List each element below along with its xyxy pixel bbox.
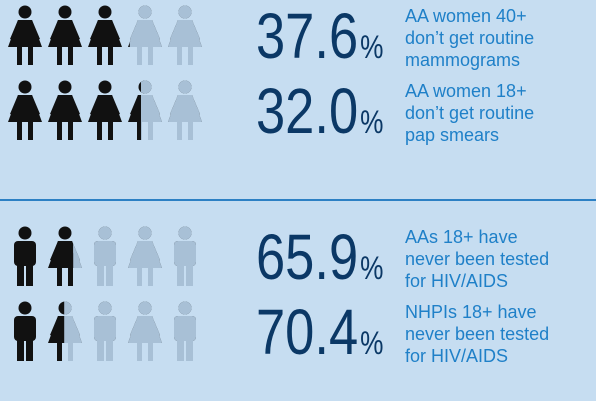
person-icon — [14, 301, 36, 361]
stat-description: for HIV/AIDS — [405, 346, 508, 366]
person-icon — [174, 226, 196, 286]
person-icon — [8, 5, 42, 65]
person-icon — [88, 5, 122, 65]
person-icon — [14, 226, 36, 286]
stat-description: don’t get routine — [405, 28, 534, 48]
person-icon — [128, 301, 162, 361]
pictogram-share — [73, 226, 196, 286]
person-icon — [168, 5, 202, 65]
stat-description: never been tested — [405, 249, 549, 269]
stat-value: 65.9 — [256, 222, 358, 293]
person-icon — [88, 80, 122, 140]
stat-description: mammograms — [405, 50, 520, 70]
stat-description: NHPIs 18+ have — [405, 302, 537, 322]
person-icon — [94, 226, 116, 286]
stat-description: pap smears — [405, 125, 499, 145]
stat-value: 32.0 — [256, 76, 358, 147]
stat-unit: % — [360, 31, 383, 66]
person-icon — [94, 301, 116, 361]
person-icon — [168, 80, 202, 140]
stat-unit: % — [360, 106, 383, 141]
person-icon — [8, 80, 42, 140]
stat-unit: % — [360, 327, 383, 362]
stat-description: for HIV/AIDS — [405, 271, 508, 291]
stat-description: AA women 18+ — [405, 81, 527, 101]
person-icon — [174, 301, 196, 361]
pictogram-share — [64, 301, 196, 361]
person-icon — [129, 5, 162, 65]
stat-description: AAs 18+ have — [405, 227, 518, 247]
stat-value: 37.6 — [256, 1, 358, 72]
stat-value: 70.4 — [256, 297, 358, 368]
person-icon — [128, 226, 162, 286]
stat-description: don’t get routine — [405, 103, 534, 123]
person-icon — [48, 5, 82, 65]
stat-description: AA women 40+ — [405, 6, 527, 26]
stat-description: never been tested — [405, 324, 549, 344]
person-icon — [48, 80, 82, 140]
stat-unit: % — [360, 252, 383, 287]
